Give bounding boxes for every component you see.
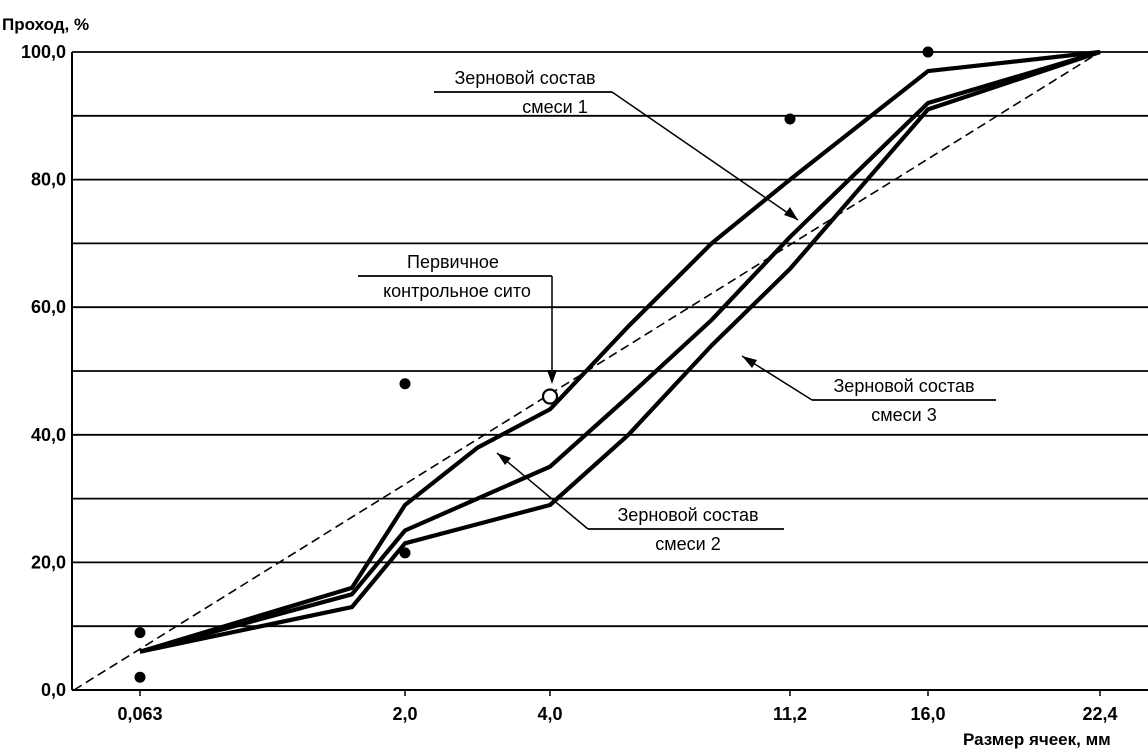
arrowhead-mix1	[784, 207, 798, 220]
label-primary-line2: контрольное сито	[383, 281, 531, 301]
limit-point	[134, 627, 146, 639]
label-mix1-line2: смеси 1	[522, 97, 587, 117]
limit-point	[784, 113, 796, 125]
series-lines	[139, 49, 1101, 654]
arrowhead-mix2	[497, 453, 511, 465]
x-tick-label: 0,063	[117, 704, 162, 724]
primary-sieve-point	[541, 388, 559, 405]
limit-point	[399, 378, 411, 390]
limit-point	[399, 547, 411, 559]
x-tick-label: 11,2	[773, 704, 807, 724]
x-tick-label: 4,0	[537, 704, 562, 724]
limit-point	[134, 671, 146, 683]
x-tick-label: 16,0	[910, 704, 945, 724]
annotations: Зерновой состав смеси 1 Первичное контро…	[358, 68, 996, 554]
label-mix2-line1: Зерновой состав	[617, 505, 758, 525]
arrowhead-primary	[547, 370, 557, 384]
y-tick-label: 0,0	[41, 680, 66, 700]
series-line-mix1	[139, 49, 1101, 654]
axes	[71, 52, 1148, 691]
y-tick-label: 20,0	[31, 552, 66, 572]
series-line-mix2	[139, 49, 1101, 654]
limit-points	[134, 46, 934, 683]
y-axis-title: Проход, %	[2, 15, 89, 34]
y-tick-label: 40,0	[31, 425, 66, 445]
x-tick-labels: 0,063 2,0 4,0 11,2 16,0 22,4	[117, 690, 1118, 724]
label-mix1-line1: Зерновой состав	[454, 68, 595, 88]
label-mix2-line2: смеси 2	[655, 534, 720, 554]
y-tick-label: 60,0	[31, 297, 66, 317]
limit-point	[922, 46, 934, 58]
series-line-mix3	[139, 50, 1101, 654]
label-mix1-leader	[611, 91, 799, 221]
x-axis-title: Размер ячеек, мм	[963, 730, 1111, 749]
gridlines	[72, 51, 1148, 628]
label-primary-line1: Первичное	[407, 252, 499, 272]
x-tick-label: 2,0	[392, 704, 417, 724]
label-mix2-leader	[496, 452, 589, 530]
arrowhead-mix3	[742, 356, 757, 368]
label-mix3-line2: смеси 3	[871, 405, 936, 425]
y-tick-label: 100,0	[21, 42, 66, 62]
x-tick-label: 22,4	[1082, 704, 1117, 724]
label-mix3-line1: Зерновой состав	[833, 376, 974, 396]
y-tick-labels: 0,0 20,0 40,0 60,0 80,0 100,0	[21, 42, 66, 700]
y-tick-label: 80,0	[31, 170, 66, 190]
